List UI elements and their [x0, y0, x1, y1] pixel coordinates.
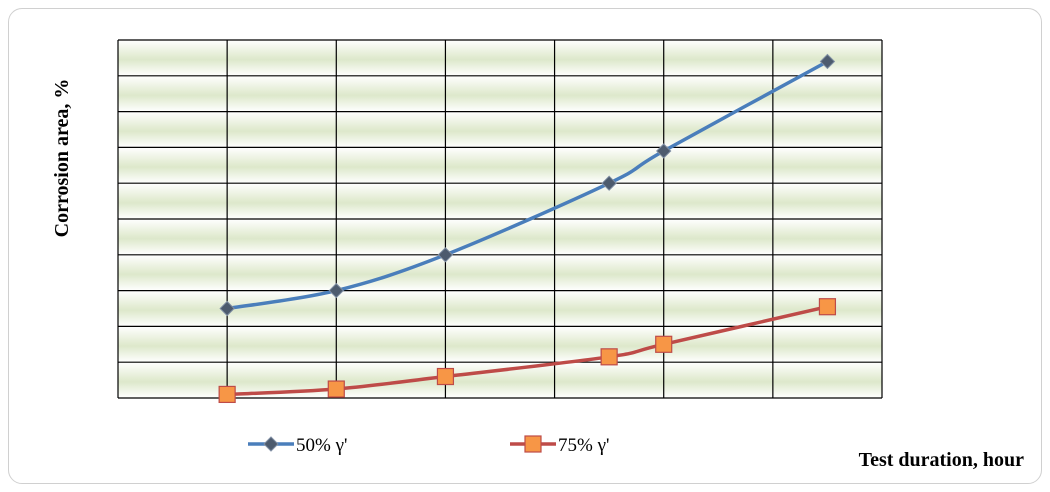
plot-band: [118, 147, 882, 184]
plot-band: [118, 111, 882, 148]
data-point: [328, 282, 344, 299]
data-point: [656, 143, 672, 159]
data-point: [601, 175, 617, 191]
data-point: [818, 298, 837, 316]
series-layer: [218, 53, 837, 404]
legend-marker: [263, 436, 279, 452]
legend-entry: 75% γ': [510, 435, 609, 456]
data-point: [436, 367, 455, 386]
data-point: [437, 247, 454, 263]
legend-marker: [524, 435, 542, 453]
plot-band: [118, 183, 882, 219]
plot-band: [118, 75, 882, 112]
x-axis-label: Test duration, hour: [859, 449, 1025, 471]
plot-band: [118, 326, 882, 363]
y-axis-label: Corrosion area, %: [51, 79, 73, 238]
plot-band: [118, 40, 882, 76]
data-point: [600, 348, 618, 366]
plot-band: [118, 254, 882, 291]
series-2: [218, 298, 837, 404]
grid-lines: [117, 39, 883, 399]
data-point: [819, 53, 836, 70]
data-point: [655, 335, 673, 353]
legend-label: 50% γ': [296, 435, 347, 456]
data-point: [327, 380, 345, 398]
plot-band: [118, 290, 882, 327]
legend-entry: 50% γ': [248, 435, 347, 456]
data-point: [219, 300, 235, 317]
legend: 50% γ' 75% γ': [248, 435, 609, 456]
legend-label: 75% γ': [558, 435, 609, 456]
series-1: [219, 53, 836, 317]
plot-band: [118, 219, 882, 255]
data-point: [218, 385, 236, 404]
